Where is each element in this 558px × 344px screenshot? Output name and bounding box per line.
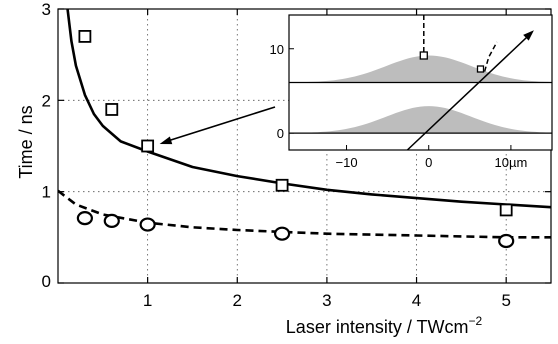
square-marker-4	[275, 178, 289, 192]
y-axis-label: Time / ns	[16, 105, 36, 178]
axis-ticks: 1 2 3 4 5 0 1 2 3	[42, 0, 551, 310]
solid-fit-curve	[66, 9, 551, 209]
inset-pointer-arrow	[167, 106, 276, 142]
inset-square-marker-right	[476, 65, 485, 73]
inset-y-tick-label-1: 10	[270, 42, 284, 57]
square-marker-1	[78, 29, 92, 43]
inset-frame	[288, 14, 553, 151]
y-tick-label-1: 1	[42, 183, 51, 202]
dashed-fit-curve	[58, 189, 551, 239]
circle-marker-4	[273, 226, 291, 241]
inset-lower-bump	[289, 106, 552, 134]
circle-marker-1	[76, 211, 93, 226]
square-marker-3	[141, 139, 155, 153]
main-chart: 1 2 3 4 5 0 1 2 3 Laser intensity / TWcm−2 Time …	[16, 0, 552, 337]
inset-x-tick-label-2: 10µm	[495, 155, 528, 170]
x-tick-label-5: 5	[501, 291, 510, 310]
fit-curves	[58, 9, 551, 239]
circle-marker-2	[103, 213, 120, 228]
x-tick-label-1: 1	[143, 291, 152, 310]
inset-square-marker-left	[419, 51, 428, 60]
inset-y-tick-label-0: 0	[277, 126, 284, 141]
square-marker-2	[105, 103, 119, 116]
inset-ray-arrow	[406, 35, 529, 151]
circle-marker-5	[498, 233, 515, 249]
y-tick-label-3: 3	[42, 0, 51, 19]
x-tick-label-4: 4	[412, 291, 421, 310]
x-axis-label: Laser intensity / TWcm−2	[286, 314, 483, 337]
inset-axis-ticks: −10 0 10µm 0 10	[270, 42, 528, 170]
inset-dashed-path-right	[483, 41, 498, 72]
x-tick-label-3: 3	[322, 291, 331, 310]
inset-x-tick-label-1: 0	[425, 155, 432, 170]
y-tick-label-0: 0	[42, 272, 51, 291]
data-markers	[76, 29, 515, 249]
y-tick-label-2: 2	[42, 91, 51, 110]
inset-pointer-arrowhead	[159, 136, 173, 145]
inset-diagram: −10 0 10µm 0 10	[270, 14, 553, 170]
circle-marker-3	[139, 217, 156, 232]
square-marker-5	[499, 203, 513, 217]
inset-ray-arrowhead	[523, 30, 534, 41]
inset-x-tick-label-0: −10	[336, 155, 358, 170]
x-tick-label-2: 2	[233, 291, 242, 310]
